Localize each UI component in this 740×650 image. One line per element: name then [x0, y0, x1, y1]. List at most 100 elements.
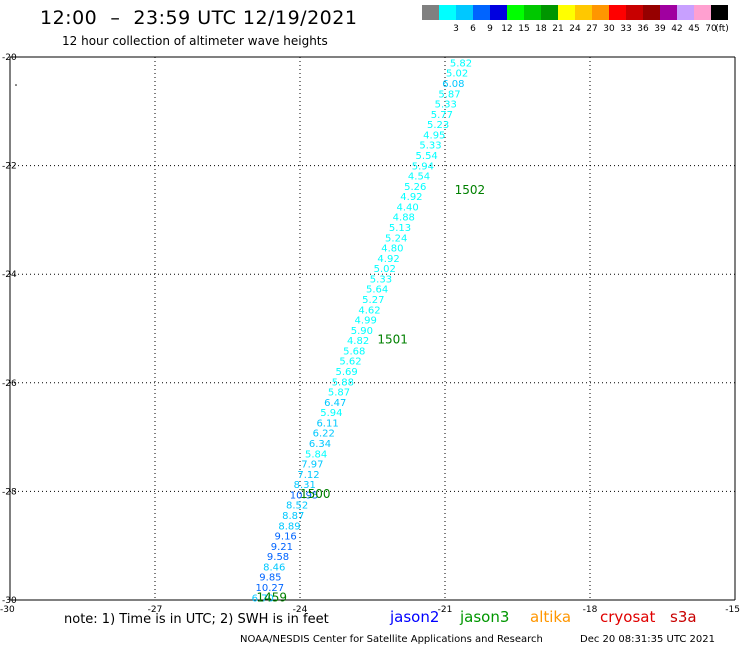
scale-label: 21: [552, 24, 564, 34]
satellite-legend-jason3: jason3: [460, 608, 510, 626]
wave-height-label: 4.92: [400, 192, 422, 203]
scale-swatch: [592, 5, 609, 20]
wave-height-label: 10.27: [255, 583, 284, 594]
longitude-tick-label: -18: [583, 605, 598, 615]
chart-subtitle: 12 hour collection of altimeter wave hei…: [62, 34, 328, 48]
wave-height-label: 7.97: [301, 460, 323, 471]
wave-height-label: 6.34: [309, 439, 331, 450]
wave-height-label: 5.77: [431, 110, 453, 121]
scale-swatch: [643, 5, 660, 20]
wave-height-label: 9.58: [267, 552, 289, 563]
wave-height-label: 7.12: [297, 470, 319, 481]
scale-label: 6: [470, 24, 476, 34]
wave-height-label: 5.26: [404, 182, 426, 193]
wave-height-label: 5.23: [427, 120, 449, 131]
latitude-tick-label: -24: [2, 270, 17, 280]
scale-swatch: [456, 5, 473, 20]
scale-label: 30: [603, 24, 615, 34]
scale-swatch: [677, 5, 694, 20]
longitude-tick-label: -21: [438, 605, 453, 615]
satellite-legend-jason2: jason2: [390, 608, 440, 626]
wave-height-label: 6.08: [442, 79, 464, 90]
wave-height-label: 4.99: [355, 316, 377, 327]
wave-height-label: 8.87: [282, 511, 304, 522]
scale-swatch: [490, 5, 507, 20]
axis-tick-labels: -30 -27 -24 -21 -18 -15 -20 -22 -24 -26 -28 -30: [0, 53, 740, 615]
wave-height-label: 6.70: [252, 593, 274, 604]
scale-swatch: [694, 5, 711, 20]
wave-height-label: 9.16: [275, 532, 297, 543]
wave-height-label: 9.85: [259, 573, 281, 584]
satellite-legend-s3a: s3a: [670, 608, 697, 626]
scale-label: 27: [586, 24, 598, 34]
wave-height-label: 5.94: [320, 408, 342, 419]
wave-height-label: 4.92: [377, 254, 399, 265]
lat-lon-grid: [10, 57, 735, 600]
track-time-label: 1501: [377, 332, 408, 346]
chart-title: 12:00 – 23:59 UTC 12/19/2021: [40, 7, 358, 29]
wave-height-label: 5.90: [351, 326, 373, 337]
latitude-tick-label: -20: [2, 53, 17, 63]
wave-height-label: 8.89: [278, 521, 300, 532]
wave-height-label: 5.02: [374, 264, 396, 275]
scale-label: 15: [518, 24, 530, 34]
scale-swatch: [541, 5, 558, 20]
wave-height-label: 5.68: [343, 346, 365, 357]
wave-height-label: 5.87: [438, 89, 460, 100]
scale-swatch: [473, 5, 490, 20]
latitude-tick-label: -30: [2, 596, 17, 606]
wave-height-label: 6.22: [313, 429, 335, 440]
longitude-tick-label: -15: [725, 605, 740, 615]
scale-swatch: [660, 5, 677, 20]
scale-swatch: [626, 5, 643, 20]
wave-height-label: 6.11: [316, 418, 338, 429]
scale-label: 12: [501, 24, 513, 34]
scale-label: 39: [654, 24, 666, 34]
wave-height-label: 4.88: [393, 213, 415, 224]
scale-swatch: [524, 5, 541, 20]
wave-height-label: 6.47: [324, 398, 346, 409]
wave-height-label: 8.46: [263, 562, 285, 573]
scale-label: 33: [620, 24, 632, 34]
scale-label: 3: [453, 24, 459, 34]
wave-height-label: 5.54: [416, 151, 438, 162]
footnote: note: 1) Time is in UTC; 2) SWH is in fe…: [64, 612, 329, 627]
scale-label: 70: [705, 24, 717, 34]
satellite-legend-altika: altika: [530, 608, 572, 626]
wave-height-label: 4.80: [381, 244, 403, 255]
wave-height-label: 5.62: [339, 357, 361, 368]
track-time-label: 1500: [300, 487, 331, 501]
scale-swatch: [422, 5, 439, 20]
wave-height-label: 4.40: [396, 202, 418, 213]
wave-height-label: 5.02: [446, 69, 468, 80]
wave-height-label: 4.54: [408, 172, 430, 183]
scale-swatch: [609, 5, 626, 20]
scale-label: 42: [671, 24, 683, 34]
scale-swatch: [558, 5, 575, 20]
wave-height-label: 10.95: [290, 490, 319, 501]
wave-height-label: 5.94: [412, 161, 434, 172]
wave-height-label: 5.27: [362, 295, 384, 306]
wave-height-label: 5.69: [336, 367, 358, 378]
wave-height-label: 5.64: [366, 285, 388, 296]
generated-timestamp: Dec 20 08:31:35 UTC 2021: [580, 634, 715, 645]
scale-unit: (ft): [715, 24, 729, 34]
track-time-label: 1459: [257, 590, 288, 604]
wave-height-label: 8.31: [294, 480, 316, 491]
wave-height-label: 5.84: [305, 449, 327, 460]
wave-height-label: 5.33: [370, 274, 392, 285]
scale-label: 24: [569, 24, 581, 34]
wave-height-label: 5.13: [389, 223, 411, 234]
latitude-tick-label: -22: [2, 162, 17, 172]
longitude-tick-label: -24: [293, 605, 308, 615]
map-frame: [9, 56, 736, 601]
wave-height-label: 5.33: [435, 100, 457, 111]
scale-swatch: [507, 5, 524, 20]
wave-height-label: 9.21: [271, 542, 293, 553]
scale-swatch: [711, 5, 728, 20]
latitude-tick-label: -28: [2, 487, 17, 497]
longitude-tick-label: -30: [0, 605, 15, 615]
island-marker: [15, 84, 17, 86]
credit-line: NOAA/NESDIS Center for Satellite Applica…: [240, 634, 543, 645]
